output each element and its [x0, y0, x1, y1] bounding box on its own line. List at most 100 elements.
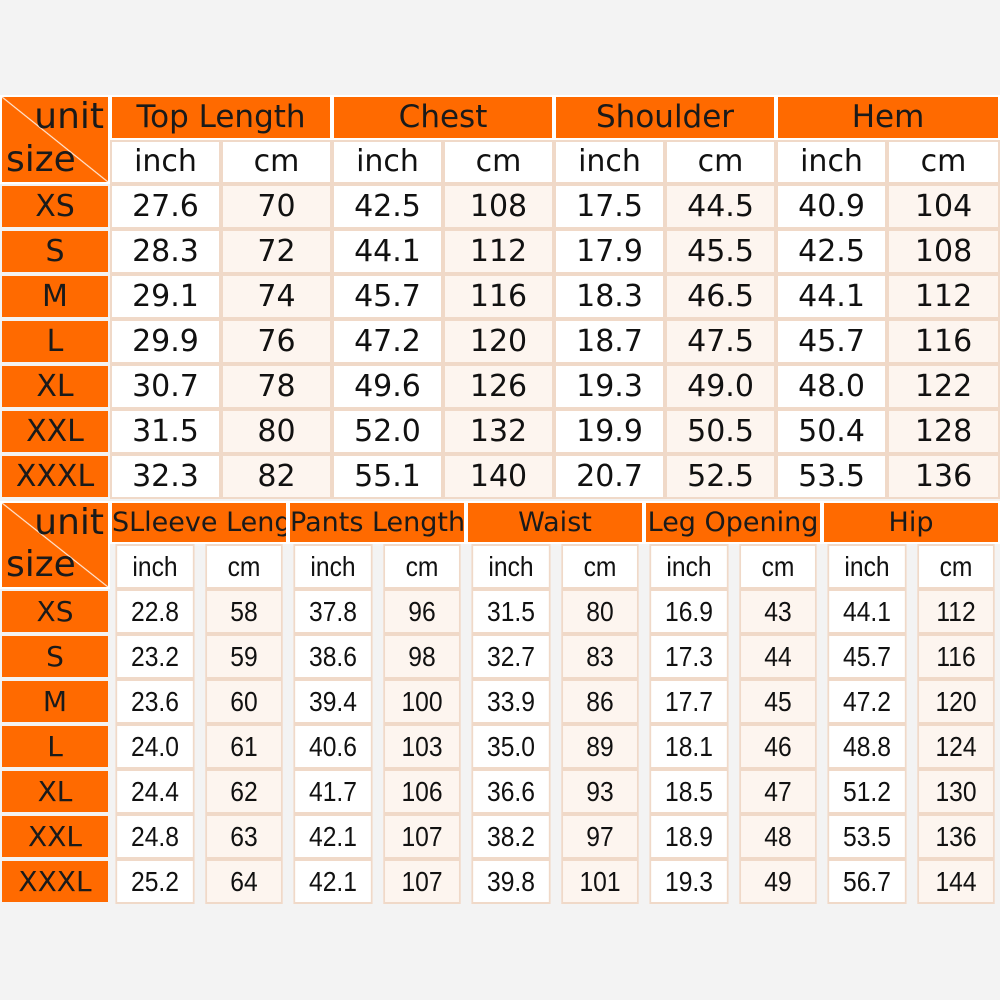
value-cell-cm: 60 — [205, 679, 283, 724]
value-cell-cm: 96 — [383, 589, 461, 634]
size-label-cell: XL — [0, 769, 110, 814]
value-cell-cm: 48 — [739, 814, 817, 859]
value-cell-inch: 16.9 — [649, 589, 729, 634]
value-cell-cm: 112 — [917, 589, 995, 634]
value-cell-inch: 47.2 — [332, 319, 443, 364]
value-cell-cm: 83 — [561, 634, 639, 679]
size-label-cell: XXXL — [0, 859, 110, 904]
unit-inch-header: inch — [649, 544, 729, 589]
value-cell-inch: 42.1 — [293, 859, 373, 904]
value-cell-cm: 112 — [443, 229, 555, 274]
value-cell-cm: 126 — [443, 364, 555, 409]
value-cell-inch: 44.1 — [827, 589, 907, 634]
value-cell-inch: 35.0 — [471, 724, 551, 769]
table-row: XL 24.4 62 41.7 106 36.6 93 18.5 47 51.2 130 — [0, 769, 1000, 814]
unit-size-corner: unit size — [0, 95, 110, 184]
value-cell-cm: 47.5 — [665, 319, 777, 364]
value-cell-cm: 116 — [443, 274, 555, 319]
value-cell-inch: 17.5 — [554, 184, 666, 229]
value-cell-cm: 46 — [739, 724, 817, 769]
value-cell-inch: 49.6 — [332, 364, 443, 409]
size-label-cell: XS — [0, 589, 110, 634]
unit-label: unit — [34, 96, 104, 137]
size-label: size — [6, 139, 76, 180]
value-cell-inch: 17.9 — [554, 229, 666, 274]
value-cell-inch: 42.5 — [776, 229, 888, 274]
value-cell-inch: 37.8 — [293, 589, 373, 634]
value-cell-cm: 76 — [221, 319, 332, 364]
unit-size-corner: unit size — [0, 501, 110, 589]
unit-inch-header: inch — [115, 544, 195, 589]
group-waist: Waist — [466, 501, 645, 544]
value-cell-cm: 120 — [917, 679, 995, 724]
value-cell-cm: 103 — [383, 724, 461, 769]
value-cell-inch: 32.3 — [110, 454, 221, 499]
value-cell-cm: 107 — [383, 814, 461, 859]
value-cell-cm: 44 — [739, 634, 817, 679]
value-cell-inch: 24.8 — [115, 814, 195, 859]
value-cell-cm: 63 — [205, 814, 283, 859]
value-cell-cm: 70 — [221, 184, 332, 229]
value-cell-cm: 44.5 — [665, 184, 777, 229]
value-cell-cm: 112 — [887, 274, 1000, 319]
value-cell-cm: 72 — [221, 229, 332, 274]
table-row: M 29.1 74 45.7 116 18.3 46.5 44.1 112 — [0, 274, 1000, 319]
value-cell-cm: 132 — [443, 409, 555, 454]
value-cell-inch: 27.6 — [110, 184, 221, 229]
value-cell-cm: 108 — [443, 184, 555, 229]
value-cell-inch: 50.4 — [776, 409, 888, 454]
table-row: XS 27.6 70 42.5 108 17.5 44.5 40.9 104 — [0, 184, 1000, 229]
value-cell-cm: 49.0 — [665, 364, 777, 409]
value-cell-inch: 42.1 — [293, 814, 373, 859]
value-cell-cm: 136 — [917, 814, 995, 859]
group-sleeve-length: SLleeve Length — [110, 501, 288, 544]
value-cell-inch: 39.4 — [293, 679, 373, 724]
value-cell-cm: 104 — [887, 184, 1000, 229]
value-cell-inch: 53.5 — [827, 814, 907, 859]
value-cell-cm: 120 — [443, 319, 555, 364]
value-cell-cm: 59 — [205, 634, 283, 679]
group-hip: Hip — [822, 501, 1000, 544]
value-cell-cm: 58 — [205, 589, 283, 634]
value-cell-cm: 80 — [221, 409, 332, 454]
unit-header-row: inch cm inch cm inch cm inch cm — [0, 140, 1000, 184]
value-cell-inch: 19.3 — [554, 364, 666, 409]
value-cell-inch: 33.9 — [471, 679, 551, 724]
value-cell-cm: 130 — [917, 769, 995, 814]
value-cell-cm: 45 — [739, 679, 817, 724]
value-cell-cm: 107 — [383, 859, 461, 904]
table-row: L 24.0 61 40.6 103 35.0 89 18.1 46 48.8 124 — [0, 724, 1000, 769]
value-cell-inch: 39.8 — [471, 859, 551, 904]
value-cell-inch: 17.7 — [649, 679, 729, 724]
value-cell-cm: 61 — [205, 724, 283, 769]
table-row: S 28.3 72 44.1 112 17.9 45.5 42.5 108 — [0, 229, 1000, 274]
unit-inch-header: inch — [471, 544, 551, 589]
size-label-cell: L — [0, 724, 110, 769]
table-row: XS 22.8 58 37.8 96 31.5 80 16.9 43 44.1 112 — [0, 589, 1000, 634]
group-pants-length: Pants Length — [288, 501, 466, 544]
size-chart-bottom-table: unit size SLleeve Length Pants Length Wa… — [0, 501, 1000, 904]
group-header-row: unit size Top Length Chest Shoulder Hem — [0, 95, 1000, 184]
value-cell-inch: 18.1 — [649, 724, 729, 769]
size-label-cell: XL — [0, 364, 110, 409]
size-label-cell: XXL — [0, 409, 110, 454]
value-cell-cm: 50.5 — [665, 409, 777, 454]
value-cell-inch: 44.1 — [776, 274, 888, 319]
value-cell-cm: 136 — [887, 454, 1000, 499]
group-leg-opening: Leg Opening — [644, 501, 823, 544]
value-cell-inch: 40.6 — [293, 724, 373, 769]
unit-cm-header: cm — [443, 140, 555, 184]
value-cell-cm: 106 — [383, 769, 461, 814]
value-cell-cm: 74 — [221, 274, 332, 319]
value-cell-inch: 40.9 — [776, 184, 888, 229]
size-label-cell: M — [0, 679, 110, 724]
value-cell-inch: 38.2 — [471, 814, 551, 859]
unit-cm-header: cm — [561, 544, 639, 589]
value-cell-cm: 47 — [739, 769, 817, 814]
value-cell-cm: 100 — [383, 679, 461, 724]
value-cell-inch: 17.3 — [649, 634, 729, 679]
value-cell-cm: 52.5 — [665, 454, 777, 499]
size-label-cell: M — [0, 274, 110, 319]
value-cell-cm: 78 — [221, 364, 332, 409]
value-cell-inch: 42.5 — [332, 184, 443, 229]
